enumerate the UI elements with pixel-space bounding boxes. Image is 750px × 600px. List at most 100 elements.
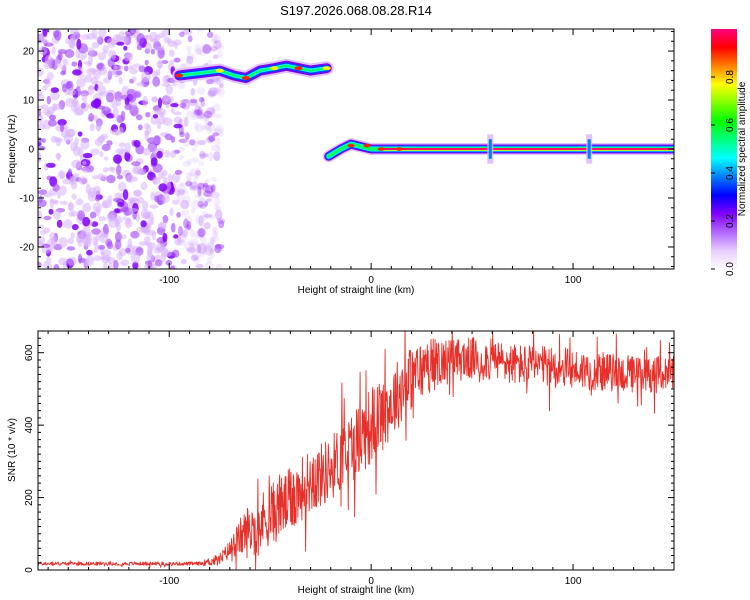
noise-blob xyxy=(170,107,175,113)
noise-blob xyxy=(165,259,173,266)
noise-blob xyxy=(209,194,214,202)
noise-blob xyxy=(209,250,216,259)
noise-blob xyxy=(211,176,217,182)
noise-blob xyxy=(136,114,143,121)
noise-blob xyxy=(174,238,182,246)
noise-blob xyxy=(189,168,197,177)
noise-blob xyxy=(92,202,102,213)
noise-blob xyxy=(202,184,210,192)
upper-track-peak xyxy=(294,66,303,71)
noise-blob xyxy=(115,164,122,176)
noise-blob xyxy=(157,199,163,205)
noise-blob xyxy=(195,123,204,133)
noise-blob xyxy=(67,87,76,96)
noise-blob xyxy=(198,50,206,56)
lower-track-peak xyxy=(377,147,385,151)
noise-blob xyxy=(80,34,91,40)
noise-blob xyxy=(165,103,170,109)
noise-blob xyxy=(150,157,158,167)
noise-blob xyxy=(181,99,191,110)
noise-blob xyxy=(198,97,205,103)
noise-blob xyxy=(106,140,113,146)
noise-blob xyxy=(58,257,68,266)
noise-blob xyxy=(68,38,75,49)
noise-blob xyxy=(39,230,47,235)
noise-blob xyxy=(138,65,146,73)
noise-blob xyxy=(129,104,139,116)
noise-blob xyxy=(160,111,165,118)
noise-blob xyxy=(157,48,165,59)
noise-blob xyxy=(78,51,87,60)
noise-blob xyxy=(181,209,190,216)
noise-blob xyxy=(163,176,168,184)
noise-blob xyxy=(207,31,214,39)
upper-track-band xyxy=(178,64,328,79)
noise-blob xyxy=(178,188,185,196)
noise-blob xyxy=(50,236,58,247)
noise-blob xyxy=(198,220,204,228)
noise-blob xyxy=(176,184,187,194)
noise-blob xyxy=(114,208,121,214)
noise-blob xyxy=(70,232,75,239)
noise-blob xyxy=(75,198,84,206)
noise-blob xyxy=(71,193,77,200)
noise-blob xyxy=(38,189,48,195)
noise-blob xyxy=(211,34,222,44)
noise-blob xyxy=(62,58,69,66)
noise-blob xyxy=(196,103,207,107)
noise-blob xyxy=(171,249,180,258)
noise-blob xyxy=(199,187,206,196)
noise-blob xyxy=(113,197,123,203)
noise-blob xyxy=(57,119,67,126)
noise-blob xyxy=(68,201,74,210)
colorbar-gradient xyxy=(711,29,737,269)
noise-blob xyxy=(48,119,57,127)
noise-blob xyxy=(211,191,221,199)
noise-blob xyxy=(43,260,49,269)
noise-blob xyxy=(154,259,163,267)
noise-blob xyxy=(133,190,142,197)
noise-blob xyxy=(212,79,222,85)
noise-blob xyxy=(116,174,124,180)
noise-blob xyxy=(152,76,161,87)
noise-blob xyxy=(213,34,219,45)
noise-blob xyxy=(189,139,196,146)
noise-blob xyxy=(149,204,159,209)
noise-blob xyxy=(212,54,219,60)
noise-blob xyxy=(38,35,45,44)
noise-blob xyxy=(127,238,133,250)
noise-blob xyxy=(155,243,165,252)
noise-blob xyxy=(50,87,60,93)
noise-blob xyxy=(106,213,116,222)
x-tick-label: -100 xyxy=(159,576,179,587)
noise-blob xyxy=(68,211,75,217)
noise-blob xyxy=(192,171,199,183)
noise-blob xyxy=(214,44,225,51)
noise-blob xyxy=(172,80,178,87)
noise-blob xyxy=(213,228,219,237)
noise-blob xyxy=(197,139,207,146)
noise-blob xyxy=(184,60,193,69)
noise-blob xyxy=(47,106,55,116)
noise-blob xyxy=(88,113,95,122)
noise-blob xyxy=(186,52,195,60)
noise-blob xyxy=(179,131,186,138)
noise-blob xyxy=(189,238,199,248)
noise-blob xyxy=(142,95,148,107)
noise-blob xyxy=(213,151,221,162)
noise-blob xyxy=(170,265,175,269)
noise-blob xyxy=(202,114,210,120)
noise-blob xyxy=(203,190,213,197)
noise-blob xyxy=(38,195,43,203)
noise-blob xyxy=(156,60,164,69)
noise-blob xyxy=(193,140,200,148)
noise-blob xyxy=(38,151,41,163)
noise-blob xyxy=(82,167,91,174)
y-tick-label: 10 xyxy=(23,96,35,107)
noise-blob xyxy=(179,232,187,243)
noise-blob xyxy=(146,124,152,135)
noise-blob xyxy=(137,168,147,175)
noise-blob xyxy=(196,87,206,95)
noise-blob xyxy=(103,156,109,161)
noise-blob xyxy=(186,247,195,255)
